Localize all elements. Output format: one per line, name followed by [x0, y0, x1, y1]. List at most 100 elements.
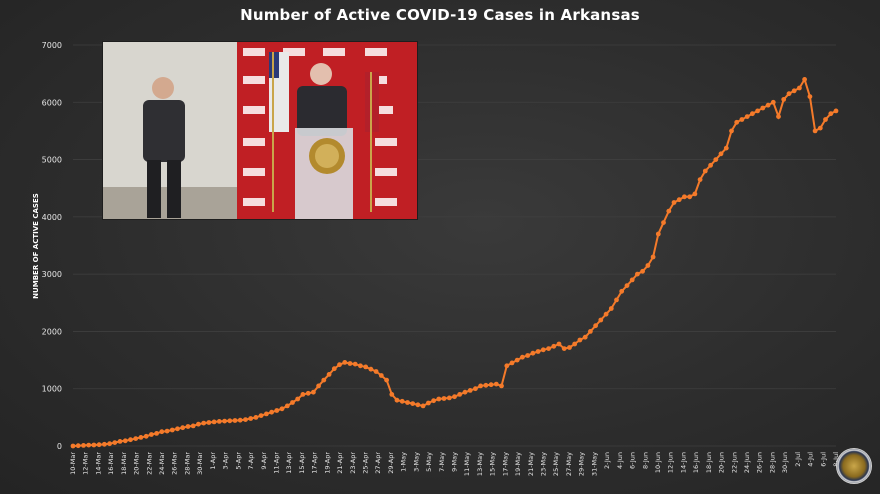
data-point: [232, 418, 238, 423]
x-tick-label: 12-Jun: [667, 452, 675, 473]
press-conference-image: [103, 42, 417, 219]
data-point: [154, 431, 160, 436]
data-point: [190, 423, 196, 429]
data-point: [676, 197, 682, 203]
x-tick-label: 9-May: [451, 452, 459, 472]
data-point: [765, 102, 771, 108]
data-point: [786, 91, 792, 97]
x-tick-label: 11-Apr: [272, 452, 280, 474]
data-point: [227, 418, 233, 424]
data-point: [175, 426, 180, 432]
data-point: [718, 151, 724, 157]
x-tick-label: 9-Apr: [260, 452, 268, 470]
data-point: [274, 408, 280, 413]
x-axis-ticks: 10-Mar 12-Mar 14-Mar 16-Mar 18-Mar 20-Mar 22-M…: [69, 452, 840, 476]
x-tick-label: 27-May: [565, 452, 573, 476]
data-point: [415, 402, 421, 408]
data-point: [817, 125, 823, 131]
x-tick-label: 26-Mar: [171, 452, 179, 475]
data-point: [828, 111, 834, 117]
data-point: [593, 323, 598, 329]
data-point: [473, 386, 478, 392]
data-point: [723, 145, 729, 151]
data-point: [671, 200, 677, 205]
data-point: [91, 442, 97, 448]
data-point: [143, 433, 149, 439]
data-point: [567, 345, 572, 350]
data-point: [776, 114, 781, 119]
chart-title: Number of Active COVID-19 Cases in Arkan…: [240, 6, 640, 24]
data-point: [295, 396, 301, 402]
data-point: [373, 369, 379, 374]
data-point: [687, 194, 693, 200]
x-tick-label: 19-Apr: [323, 452, 331, 474]
data-point: [331, 366, 337, 372]
y-tick-label: 0: [57, 442, 62, 451]
x-tick-label: 21-Apr: [336, 452, 344, 474]
x-tick-label: 25-May: [552, 452, 560, 476]
x-tick-label: 18-Jun: [705, 452, 713, 473]
x-tick-label: 15-Apr: [298, 452, 306, 474]
data-point: [614, 297, 619, 303]
data-point: [164, 428, 170, 434]
data-point: [384, 377, 389, 383]
data-point: [509, 360, 515, 366]
x-tick-label: 1-May: [400, 452, 408, 472]
data-point: [504, 363, 510, 369]
data-point: [525, 353, 531, 358]
x-tick-label: 18-Mar: [120, 452, 128, 475]
data-point: [269, 409, 274, 415]
data-point: [608, 306, 614, 311]
data-point: [436, 396, 442, 402]
data-point: [211, 419, 217, 425]
y-axis-label: NUMBER OF ACTIVE CASES: [32, 193, 40, 299]
x-tick-label: 23-Apr: [349, 452, 357, 474]
data-point: [326, 372, 332, 377]
data-point: [316, 383, 321, 389]
data-point: [582, 334, 588, 340]
data-point: [655, 231, 661, 237]
y-tick-label: 3000: [42, 270, 62, 279]
data-point: [363, 364, 369, 370]
data-point: [650, 254, 656, 260]
video-inset: [102, 41, 418, 220]
data-point: [216, 419, 222, 424]
data-point: [279, 406, 285, 412]
x-tick-label: 28-Jun: [768, 452, 776, 473]
data-point: [446, 395, 452, 401]
state-seal-logo: [836, 448, 872, 484]
y-axis-ticks: 0 1000 2000 3000 4000 5000 6000 7000: [42, 41, 62, 451]
data-point: [431, 398, 436, 404]
x-tick-label: 29-Apr: [387, 452, 395, 474]
data-point: [551, 343, 557, 349]
data-point: [577, 337, 583, 343]
data-point: [833, 108, 839, 114]
x-tick-label: 16-Mar: [107, 452, 115, 475]
data-point: [493, 381, 499, 387]
data-point: [702, 168, 708, 174]
data-point: [138, 435, 144, 440]
x-tick-label: 13-May: [476, 452, 484, 476]
data-point: [729, 128, 734, 134]
x-tick-label: 14-Mar: [94, 452, 102, 475]
data-point: [75, 443, 81, 449]
data-point: [692, 191, 698, 197]
data-point: [358, 363, 363, 369]
x-tick-label: 6-Jul: [819, 452, 827, 467]
data-point: [535, 349, 541, 354]
x-tick-label: 1-Apr: [209, 452, 217, 470]
data-point: [112, 440, 118, 445]
data-point: [253, 415, 259, 420]
data-point: [222, 418, 228, 424]
data-point: [546, 346, 551, 351]
x-tick-label: 28-Mar: [183, 452, 191, 475]
data-point: [399, 398, 405, 404]
data-point: [133, 436, 139, 441]
data-point: [572, 341, 578, 347]
data-point: [117, 439, 123, 444]
data-point: [462, 389, 468, 395]
data-point: [389, 392, 395, 397]
data-point: [791, 88, 797, 94]
data-point: [739, 117, 745, 122]
